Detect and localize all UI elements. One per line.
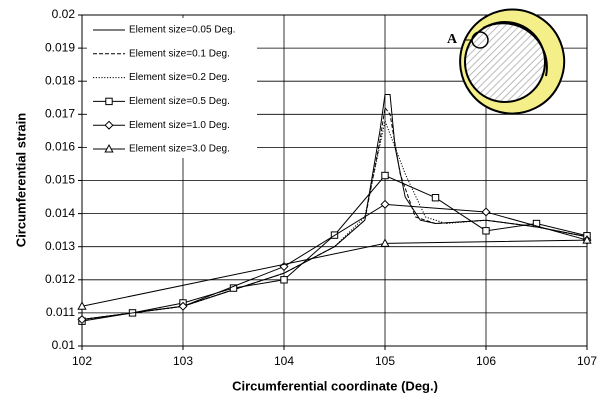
y-tick-label: 0.013 [45, 239, 75, 253]
y-tick-label: 0.011 [46, 305, 75, 319]
y-tick-label: 0.014 [45, 206, 75, 220]
legend-label: Element size=3.0 Deg. [129, 144, 230, 155]
series-line [81, 106, 588, 321]
marker [532, 219, 541, 228]
inset-label: A [447, 32, 458, 47]
y-tick-label: 0.016 [45, 140, 75, 154]
marker [431, 194, 440, 202]
y-tick-label: 0.018 [45, 73, 75, 87]
inset-core [464, 21, 546, 103]
marker [380, 199, 390, 209]
marker [582, 235, 592, 244]
legend-label: Element size=0.1 Deg. [129, 48, 230, 59]
marker [482, 227, 490, 235]
marker [481, 207, 491, 217]
plot-border [81, 14, 588, 347]
legend-label: Element size=0.05 Deg. [129, 25, 235, 36]
y-tick-label: 0.012 [45, 272, 75, 286]
y-axis-title: Circumferential strain [13, 113, 28, 247]
y-tick-label: 0.019 [45, 40, 75, 54]
x-tick-label: 106 [476, 354, 496, 368]
x-tick-label: 105 [375, 354, 395, 368]
marker [104, 120, 114, 130]
y-tick-label: 0.02 [52, 7, 76, 21]
legend-label: Element size=0.2 Deg. [129, 72, 230, 83]
x-tick-label: 104 [274, 354, 294, 368]
inset: A [447, 8, 566, 115]
marker [105, 97, 113, 106]
series-line [81, 119, 588, 321]
x-axis-title: Circumferential coordinate (Deg.) [232, 378, 438, 393]
legend: Element size=0.05 Deg. Element size=0.1 D… [87, 18, 257, 158]
y-tick-label: 0.017 [45, 106, 75, 120]
x-tick-label: 107 [577, 354, 597, 368]
y-tick-label: 0.01 [52, 338, 76, 352]
legend-label: Element size=0.5 Deg. [129, 96, 230, 107]
y-tick-label: 0.015 [45, 173, 75, 187]
x-tick-label: 103 [173, 354, 193, 368]
marker [380, 238, 390, 247]
marker [104, 143, 114, 153]
marker [77, 301, 87, 310]
legend-label: Element size=1.0 Deg. [129, 120, 230, 131]
marker [381, 171, 389, 180]
marker [280, 276, 288, 284]
x-tick-label: 102 [72, 354, 92, 368]
marker [77, 315, 87, 325]
series-line [81, 203, 588, 321]
inset-arc [482, 22, 548, 77]
legend-box [87, 18, 257, 158]
marker [178, 301, 188, 311]
